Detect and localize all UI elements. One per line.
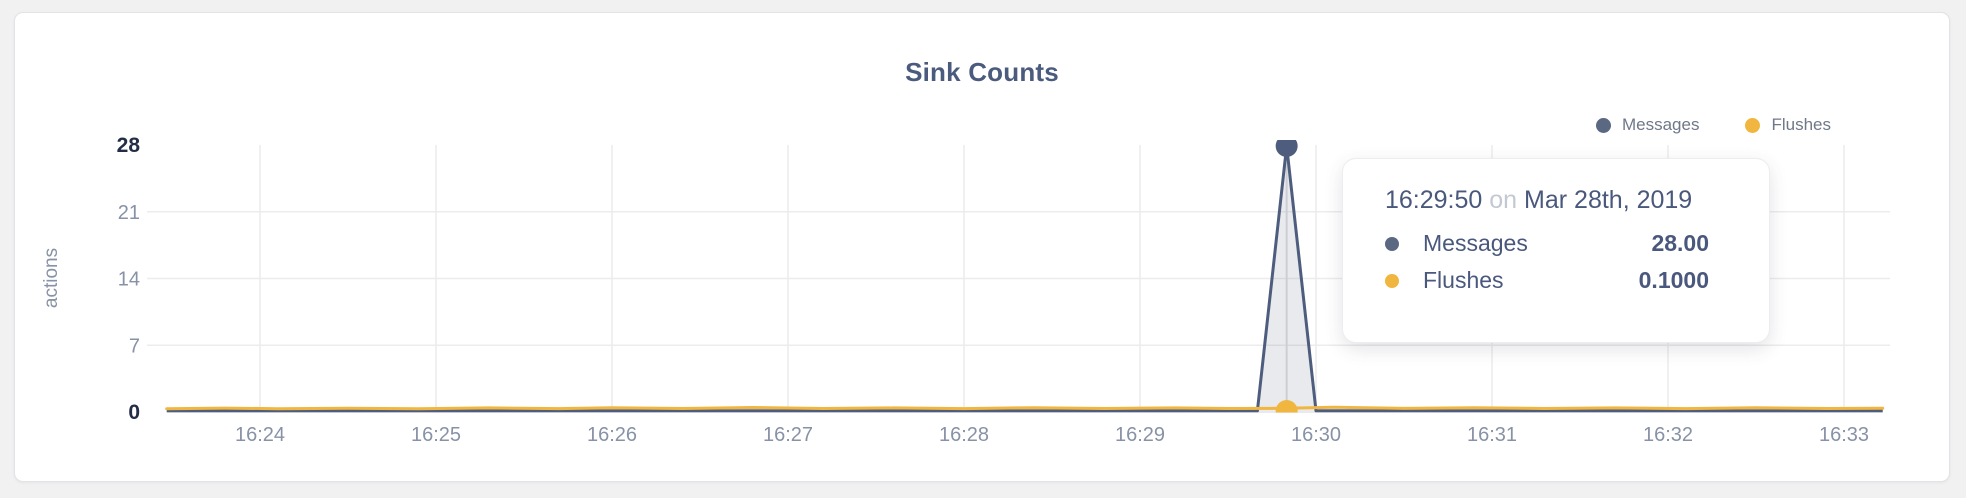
- x-tick-label: 16:28: [939, 424, 989, 446]
- x-tick-label: 16:26: [587, 424, 637, 446]
- legend-label-messages: Messages: [1621, 115, 1700, 134]
- flushes-dot-icon: [1745, 117, 1761, 133]
- flushes-line: [165, 405, 1885, 411]
- y-tick-label: 14: [118, 269, 140, 291]
- legend: Messages Flushes: [1595, 115, 1831, 135]
- tooltip-row-messages: Messages 28.00: [1385, 230, 1709, 257]
- tooltip-row-flushes: Flushes 0.1000: [1385, 267, 1709, 294]
- x-tick-label: 16:33: [1819, 424, 1869, 446]
- x-tick-label: 16:32: [1643, 424, 1693, 446]
- tooltip-connector: on: [1489, 186, 1518, 214]
- flushes-highlight-marker: [1275, 400, 1298, 413]
- y-tick-label: 0: [128, 401, 140, 424]
- flushes-dot-icon: [1385, 273, 1399, 288]
- legend-label-flushes: Flushes: [1771, 115, 1831, 134]
- tooltip-header: 16:29:50 on Mar 28th, 2019: [1385, 186, 1709, 215]
- tooltip-date: Mar 28th, 2019: [1524, 186, 1693, 214]
- tooltip-time: 16:29:50: [1385, 186, 1483, 214]
- y-axis-title: actions: [41, 248, 62, 308]
- tooltip-label-messages: Messages: [1423, 230, 1528, 256]
- messages-highlight-marker: [1275, 140, 1298, 157]
- x-tick-label: 16:29: [1115, 424, 1165, 446]
- y-tick-label: 7: [129, 335, 140, 357]
- x-tick-label: 16:25: [411, 424, 461, 446]
- tooltip-value-messages: 28.00: [1651, 230, 1709, 256]
- tooltip-label-flushes: Flushes: [1423, 267, 1504, 293]
- messages-dot-icon: [1385, 236, 1399, 251]
- chart-title: Sink Counts: [905, 57, 1059, 87]
- y-tick-label: 21: [118, 202, 140, 224]
- messages-dot-icon: [1595, 117, 1611, 133]
- legend-item-messages[interactable]: Messages: [1595, 115, 1700, 135]
- x-tick-label: 16:31: [1467, 424, 1517, 446]
- x-tick-label: 16:27: [763, 424, 813, 446]
- y-tick-label: 28: [117, 134, 141, 157]
- x-tick-label: 16:30: [1291, 424, 1341, 446]
- legend-item-flushes[interactable]: Flushes: [1745, 115, 1831, 135]
- tooltip-value-flushes: 0.1000: [1638, 267, 1709, 293]
- chart-tooltip: 16:29:50 on Mar 28th, 2019 Messages 28.0…: [1342, 158, 1770, 343]
- x-tick-label: 16:24: [235, 424, 285, 446]
